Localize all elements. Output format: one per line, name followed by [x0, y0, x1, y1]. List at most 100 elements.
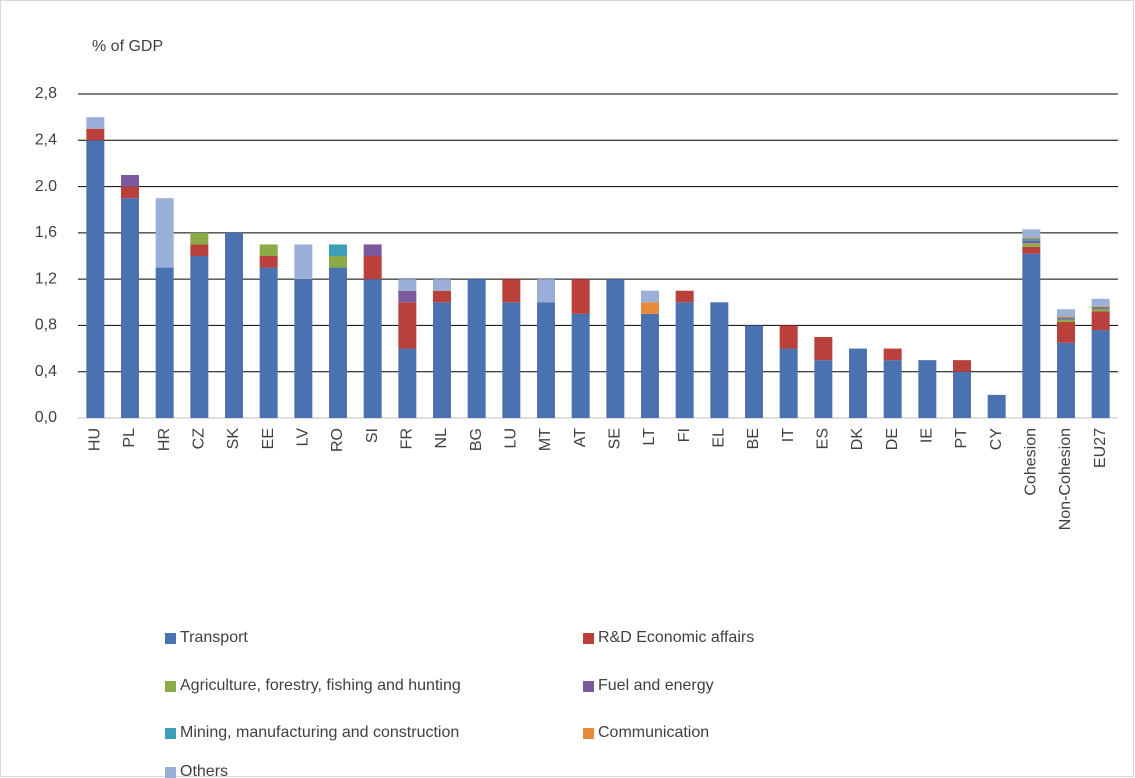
x-tick-label: EU27: [1092, 428, 1109, 468]
x-tick-label: BE: [745, 428, 762, 449]
bar-segment: [606, 279, 625, 418]
bar-segment: [1022, 229, 1041, 238]
x-tick-label: BG: [468, 428, 485, 451]
bar-segment: [433, 302, 451, 418]
bar-segment: [1091, 330, 1110, 418]
bar-segment: [1022, 246, 1041, 254]
bar-segment: [433, 279, 451, 291]
x-tick-label: Cohesion: [1023, 428, 1040, 496]
y-tick-label: 1,6: [35, 224, 57, 241]
x-tick-label: AT: [572, 428, 589, 447]
bar-segment: [225, 232, 243, 418]
bar-segment: [1091, 305, 1110, 307]
bar-segment: [1022, 253, 1041, 418]
bar-segment: [779, 348, 798, 418]
legend-swatch: [583, 728, 594, 739]
bar-segment: [1057, 318, 1075, 320]
bar-segment: [883, 348, 902, 361]
x-tick-label: NL: [433, 428, 450, 449]
bar-segment: [329, 267, 347, 418]
bar-segment: [745, 325, 763, 418]
bar-segment: [121, 175, 139, 187]
bar-segment: [537, 279, 555, 303]
x-tick-label: FR: [399, 428, 416, 449]
y-tick-label: 0,0: [35, 409, 57, 426]
bar-segment: [363, 256, 382, 280]
bar-segment: [1091, 298, 1110, 306]
bar-segment: [571, 313, 590, 418]
bar-segment: [814, 337, 833, 361]
y-tick-label: 2,4: [35, 132, 57, 149]
x-tick-label: CZ: [191, 428, 208, 450]
x-tick-label: RO: [329, 428, 346, 452]
bar-segment: [121, 198, 139, 418]
bar-segment: [155, 267, 174, 418]
bar-segment: [121, 186, 139, 199]
legend-swatch: [165, 681, 176, 692]
x-tick-label: SI: [364, 428, 381, 443]
x-tick-label: PL: [121, 428, 138, 448]
legend-swatch: [583, 681, 594, 692]
x-tick-label: SK: [225, 428, 242, 450]
bar-segment: [953, 371, 971, 418]
y-tick-label: 2.0: [35, 178, 57, 195]
bar-segment: [190, 256, 209, 418]
legend-label: Others: [180, 763, 228, 778]
x-tick-label: Non-Cohesion: [1057, 428, 1074, 530]
bar-segment: [883, 360, 902, 418]
legend-swatch: [165, 728, 176, 739]
bar-segment: [1057, 321, 1075, 343]
x-tick-label: EL: [711, 428, 728, 448]
bar-segment: [1057, 317, 1075, 319]
legend-label: Transport: [180, 629, 248, 646]
bar-segment: [1022, 240, 1041, 244]
bar-segment: [398, 302, 417, 349]
bar-segment: [259, 256, 278, 268]
x-tick-label: LV: [295, 428, 312, 447]
bar-segment: [1091, 308, 1110, 310]
x-tick-label: DE: [884, 428, 901, 450]
y-tick-label: 2,8: [35, 85, 57, 102]
bar-segment: [502, 279, 521, 303]
x-tick-label: HR: [156, 428, 173, 451]
bar-segment: [987, 394, 1006, 418]
bar-segment: [86, 140, 105, 419]
bar-segment: [675, 290, 694, 303]
legend-label: R&D Economic affairs: [598, 629, 754, 646]
bar-segment: [363, 244, 382, 256]
bar-segment: [398, 279, 417, 291]
bar-segment: [86, 117, 105, 129]
bar-segment: [1057, 319, 1075, 322]
bar-segment: [1022, 238, 1041, 241]
bar-segment: [433, 290, 451, 303]
bar-segment: [1057, 342, 1075, 418]
bar-segment: [537, 302, 555, 418]
bar-segment: [190, 232, 209, 245]
bar-segment: [259, 267, 278, 418]
bar-segment: [918, 360, 937, 418]
x-tick-label: ES: [815, 428, 832, 449]
bar-segment: [675, 302, 694, 418]
bar-segment: [86, 128, 105, 141]
x-tick-label: PT: [953, 428, 970, 449]
bar-segment: [329, 256, 347, 268]
legend-swatch: [583, 633, 594, 644]
bar-segment: [814, 360, 833, 418]
legend-swatch: [165, 767, 176, 778]
x-tick-label: SE: [607, 428, 624, 449]
x-tick-label: IE: [919, 428, 936, 443]
bar-segment: [849, 348, 867, 418]
y-tick-label: 0,8: [35, 317, 57, 334]
bar-segment: [1091, 309, 1110, 312]
y-tick-label: 0,4: [35, 363, 57, 380]
x-tick-label: CY: [988, 428, 1005, 451]
legend-label: Communication: [598, 724, 709, 741]
x-tick-label: LU: [503, 428, 520, 448]
bar-segment: [294, 244, 313, 280]
y-tick-label: 1,2: [35, 270, 57, 287]
y-axis-label: % of GDP: [92, 38, 163, 55]
bar-segment: [155, 198, 174, 268]
x-tick-label: HU: [87, 428, 104, 451]
bar-segment: [641, 302, 659, 314]
